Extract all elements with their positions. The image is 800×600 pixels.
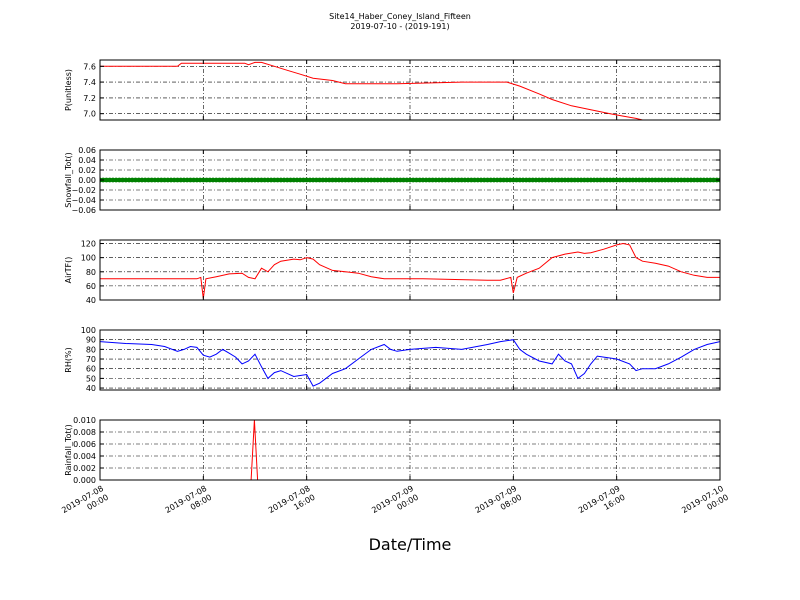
y-tick-label: 0.004 — [73, 452, 96, 461]
x-tick-label: 2019-07-0908:00 — [474, 484, 524, 524]
y-axis-label: Snowfall_Tot() — [64, 152, 73, 208]
y-tick-label: 40 — [86, 384, 96, 393]
x-tick-label: 2019-07-0900:00 — [370, 484, 420, 524]
y-axis-label: AirTF() — [64, 257, 73, 284]
x-tick-label: 2019-07-1000:00 — [680, 484, 730, 524]
x-axis-ticks: 2019-07-0800:00 2019-07-0808:00 2019-07-08… — [60, 484, 730, 524]
y-axis-label: RH(%) — [64, 347, 73, 372]
y-tick-label: 100 — [81, 326, 96, 335]
y-tick-label: 7.4 — [83, 78, 96, 87]
y-tick-label: 0.00 — [78, 176, 96, 185]
y-tick-label: 0.02 — [78, 166, 96, 175]
y-tick-label: 120 — [81, 240, 96, 249]
y-tick-label: 0.006 — [73, 440, 96, 449]
y-tick-label: 40 — [86, 296, 96, 305]
y-tick-label: 7.2 — [83, 94, 96, 103]
y-tick-label: 0.06 — [78, 146, 96, 155]
panel-3: 40 60 80 100 120 AirTF() — [64, 239, 721, 305]
y-tick-label: −0.02 — [71, 186, 96, 195]
chart-title-line2: 2019-07-10 - (2019-191) — [350, 22, 449, 31]
y-tick-label: 0.010 — [73, 416, 96, 425]
panels: 7.07.27.47.6P(unitless)−0.06−0.04−0.020.… — [64, 59, 721, 485]
y-tick-label: 60 — [86, 365, 96, 374]
y-tick-label: 70 — [86, 355, 96, 364]
y-tick-label: 80 — [86, 345, 96, 354]
y-axis-label: Rainfall_Tot() — [64, 424, 73, 476]
panel-2: −0.06−0.04−0.020.000.020.040.06 Snowfall_… — [64, 146, 721, 215]
y-tick-label: 100 — [81, 254, 96, 263]
y-axis-label: P(unitless) — [64, 69, 73, 111]
series-line — [100, 242, 720, 299]
y-tick-label: 0.04 — [78, 156, 96, 165]
x-tick-label: 2019-07-0916:00 — [577, 484, 627, 524]
y-tick-label: 0.008 — [73, 428, 96, 437]
panel-1: 7.0 7.2 7.4 7.6 P(unitless) — [64, 59, 721, 121]
y-tick-label: −0.04 — [71, 196, 96, 205]
series-line — [100, 61, 720, 121]
x-tick-label: 2019-07-0808:00 — [164, 484, 214, 524]
y-tick-label: 90 — [86, 336, 96, 345]
y-tick-label: 50 — [86, 374, 96, 383]
y-tick-label: 60 — [86, 282, 96, 291]
y-tick-label: 0.002 — [73, 464, 96, 473]
x-tick-label: 2019-07-0816:00 — [267, 484, 317, 524]
series-line — [100, 339, 720, 387]
panel-5: 0.000 0.002 0.004 0.006 0.008 0.010Rainfall_T… — [64, 416, 721, 485]
x-axis-label: Date/Time — [369, 535, 452, 554]
series-points — [100, 177, 720, 183]
y-tick-label: −0.06 — [71, 206, 96, 215]
y-tick-label: 7.0 — [83, 110, 96, 119]
x-tick-label: 2019-07-0800:00 — [60, 484, 110, 524]
y-tick-label: 7.6 — [83, 62, 96, 71]
chart-title-line1: Site14_Haber_Coney_Island_Fifteen — [329, 12, 471, 21]
y-tick-label: 0.000 — [73, 476, 96, 485]
y-tick-label: 80 — [86, 268, 96, 277]
